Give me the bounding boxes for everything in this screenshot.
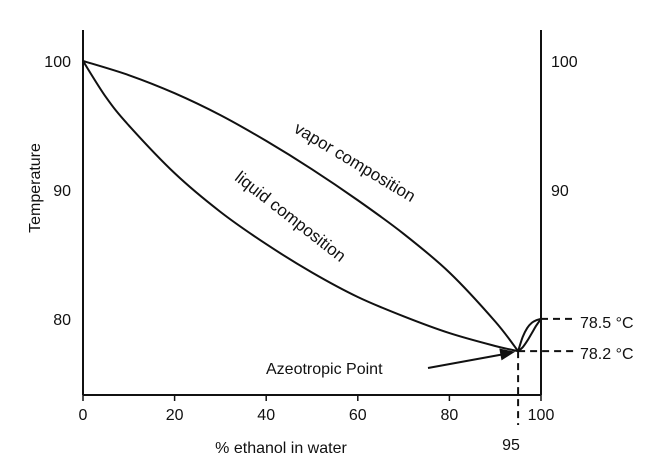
annotation-marks	[427, 317, 575, 425]
y-tick-label-right: 90	[551, 183, 569, 200]
x-tick-label: 80	[441, 407, 459, 424]
temp-high-label: 78.5 °C	[580, 315, 634, 332]
curves	[82, 59, 542, 353]
ticks: 0 20 40 60 80 100 100 90 80 100 90	[44, 54, 578, 424]
azeotrope-arrow-head	[499, 348, 516, 361]
y-tick-label-right: 100	[551, 54, 578, 71]
y-tick-label-left: 90	[53, 183, 71, 200]
vapor-curve-label: vapor composition	[291, 119, 419, 206]
vapor-curve	[82, 59, 519, 352]
upper-right-curve	[517, 317, 542, 352]
x-tick-label: 0	[79, 407, 88, 424]
y-tick-label-left: 100	[44, 54, 71, 71]
axes	[82, 30, 542, 396]
x-tick-label: 20	[166, 407, 184, 424]
x-axis-label: % ethanol in water	[215, 440, 347, 457]
y-axis-label: Temperature	[27, 143, 44, 233]
azeotrope-arrow-line	[427, 353, 505, 369]
x-tick-label: 60	[349, 407, 367, 424]
y-tick-label-left: 80	[53, 312, 71, 329]
x-tick-label: 40	[257, 407, 275, 424]
azeotrope-x-label: 95	[502, 437, 520, 454]
x-tick-label: 100	[528, 407, 555, 424]
lower-right-curve	[517, 318, 542, 352]
temp-low-label: 78.2 °C	[580, 346, 634, 363]
liquid-curve	[82, 60, 519, 353]
azeotrope-label: Azeotropic Point	[266, 361, 383, 378]
